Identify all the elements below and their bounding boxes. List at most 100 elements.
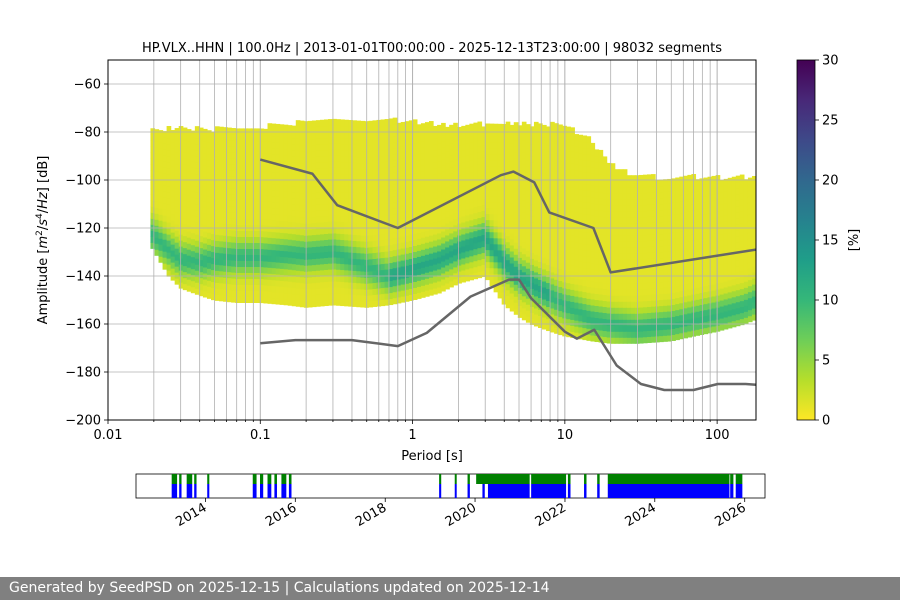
heatmap-cell	[441, 134, 446, 142]
heatmap-cell	[174, 272, 180, 279]
timeline-bar-upper	[179, 474, 182, 484]
heatmap-cell	[170, 250, 176, 257]
heatmap-cell	[227, 259, 232, 267]
heatmap-cell	[602, 294, 608, 302]
heatmap-cell	[570, 211, 575, 218]
heatmap-cell	[638, 276, 644, 284]
heatmap-cell	[647, 198, 652, 205]
heatmap-cell	[586, 256, 592, 263]
heatmap-cell	[453, 212, 458, 220]
heatmap-cell	[594, 179, 600, 187]
heatmap-cell	[598, 221, 604, 229]
heatmap-cell	[525, 148, 531, 155]
heatmap-cell	[735, 307, 741, 315]
heatmap-cell	[461, 131, 466, 139]
timeline-bar-lower	[597, 484, 600, 498]
heatmap-cell	[307, 258, 313, 266]
heatmap-cell	[400, 169, 406, 177]
heatmap-cell	[453, 218, 458, 226]
heatmap-cell	[578, 188, 584, 196]
heatmap-cell	[550, 211, 555, 219]
heatmap-cell	[166, 180, 172, 187]
heatmap-cell	[489, 219, 495, 227]
low-noise-model-curve	[260, 278, 756, 392]
heatmap-cell	[533, 313, 539, 321]
heatmap-cell	[247, 218, 252, 225]
heatmap-cell	[618, 217, 624, 224]
heatmap-cell	[574, 146, 579, 153]
heatmap-cell	[235, 182, 240, 189]
heatmap-cell	[622, 223, 628, 230]
heatmap-cell	[703, 291, 709, 299]
heatmap-cell	[368, 294, 374, 302]
timeline-bar-lower	[267, 484, 272, 498]
heatmap-cell	[477, 157, 483, 165]
heatmap-cell	[509, 184, 515, 192]
heatmap-cell	[320, 161, 325, 169]
colorbar-tick-label: 25	[822, 114, 839, 129]
heatmap-cell	[610, 247, 616, 254]
heatmap-cell	[598, 293, 604, 301]
heatmap-cell	[493, 285, 499, 293]
heatmap-cell	[372, 264, 378, 271]
heatmap-cell	[493, 153, 499, 161]
heatmap-cell	[247, 146, 252, 153]
heatmap-cell	[392, 171, 398, 179]
heatmap-cell	[384, 275, 390, 282]
heatmap-cell	[570, 151, 575, 158]
heatmap-cell	[275, 195, 281, 203]
heatmap-cell	[614, 223, 620, 230]
heatmap-cell	[166, 174, 172, 181]
heatmap-cell	[465, 274, 470, 282]
heatmap-cell	[533, 157, 539, 165]
heatmap-cell	[388, 238, 394, 246]
heatmap-cell	[465, 196, 470, 204]
heatmap-cell	[202, 266, 208, 274]
heatmap-cell	[651, 234, 656, 241]
heatmap-cell	[461, 173, 466, 181]
heatmap-cell	[400, 253, 406, 261]
heatmap-cell	[340, 233, 345, 241]
heatmap-cell	[525, 304, 531, 311]
heatmap-cell	[202, 242, 208, 250]
heatmap-cell	[340, 209, 345, 217]
heatmap-cell	[279, 136, 285, 143]
heatmap-cell	[550, 265, 555, 273]
heatmap-cell	[227, 241, 232, 249]
heatmap-cell	[420, 243, 426, 250]
heatmap-cell	[332, 232, 337, 240]
timeline-bar-lower	[487, 484, 530, 498]
heatmap-cell	[610, 181, 616, 188]
heatmap-cell	[513, 182, 519, 189]
heatmap-cell	[606, 294, 612, 302]
heatmap-cell	[513, 254, 519, 261]
heatmap-cell	[695, 323, 701, 330]
heatmap-cell	[441, 254, 446, 262]
heatmap-cell	[198, 163, 204, 171]
heatmap-cell	[731, 302, 737, 310]
heatmap-cell	[182, 247, 188, 255]
heatmap-cell	[453, 170, 458, 178]
heatmap-cell	[412, 287, 418, 294]
heatmap-cell	[360, 276, 366, 284]
heatmap-cell	[695, 197, 701, 204]
heatmap-cell	[445, 264, 450, 272]
heatmap-cell	[747, 177, 753, 185]
heatmap-cell	[328, 251, 333, 258]
heatmap-cell	[647, 306, 652, 313]
heatmap-cell	[215, 204, 220, 211]
heatmap-cell	[186, 213, 192, 220]
heatmap-cell	[626, 277, 632, 284]
heatmap-cell	[453, 134, 458, 142]
heatmap-cell	[150, 230, 156, 237]
heatmap-cell	[743, 233, 749, 240]
heatmap-cell	[287, 191, 293, 198]
heatmap-cell	[449, 238, 454, 246]
heatmap-cell	[307, 222, 313, 230]
heatmap-cell	[703, 255, 709, 263]
heatmap-cell	[271, 219, 277, 227]
heatmap-cell	[711, 301, 717, 309]
heatmap-cell	[154, 135, 160, 142]
heatmap-cell	[598, 227, 604, 235]
heatmap-cell	[255, 200, 261, 207]
